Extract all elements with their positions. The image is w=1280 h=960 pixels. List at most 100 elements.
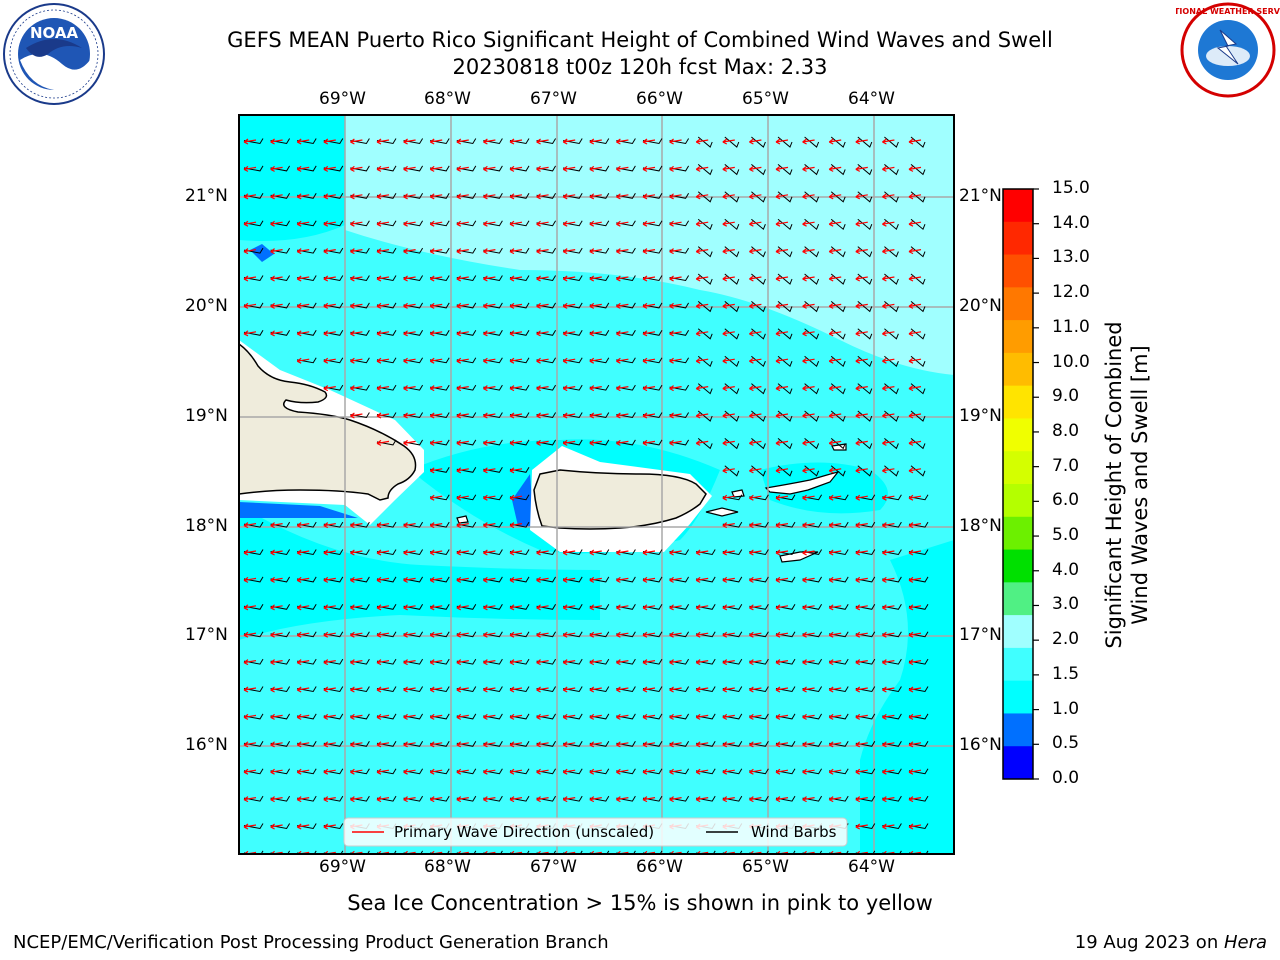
wave-direction-arrow [828,412,842,419]
wind-barb [910,465,926,477]
wave-direction-arrow [562,659,576,666]
wave-direction-arrow [669,275,682,282]
colorbar-tick-label: 1.5 [1052,663,1080,684]
wave-direction-arrow [323,385,336,392]
wave-direction-arrow [483,138,496,145]
wave-direction-arrow [429,686,443,693]
wind-barb [724,218,740,231]
wind-barb [697,164,713,176]
wave-direction-arrow [802,439,815,446]
wave-direction-arrow [882,549,895,556]
wave-direction-arrow [669,549,682,556]
wave-direction-arrow [882,439,895,446]
wave-direction-arrow [828,796,842,803]
wave-direction-arrow [749,193,762,200]
wave-direction-arrow [802,220,815,227]
wave-direction-arrow [828,385,842,392]
wave-direction-arrow [376,768,390,775]
lat-label-right: 20°N [959,296,1002,316]
lat-label-right: 17°N [959,625,1002,645]
wave-direction-arrow [296,248,310,255]
map-gridlines [239,115,954,854]
wave-direction-arrow [855,357,868,364]
wave-direction-arrow [509,796,523,803]
wave-direction-arrow [749,330,762,337]
nws-logo-text: NATIONAL WEATHER SERVICE [1176,7,1280,16]
wave-direction-arrow [616,385,629,392]
wave-direction-arrow [270,330,283,337]
wave-direction-arrow [749,220,762,227]
wave-direction-arrow [350,713,363,720]
wave-direction-arrow [802,193,815,200]
wave-direction-arrow [855,576,868,583]
wave-direction-arrow [616,549,629,556]
wind-barb [724,328,740,340]
wave-direction-arrow [722,220,735,227]
wave-direction-arrow [509,522,523,529]
wave-direction-arrow [855,713,868,720]
wave-direction-arrow [669,357,682,364]
wave-direction-arrow [536,659,549,666]
wind-barb [857,465,873,477]
wave-direction-arrow [855,549,868,556]
wave-direction-arrow [775,165,789,172]
wave-direction-arrow [882,330,895,337]
wave-direction-arrow [695,768,709,775]
wave-direction-arrow [669,138,682,145]
wave-direction-arrow [429,796,443,803]
wind-barb [777,301,793,313]
wave-direction-arrow [323,823,336,830]
wave-direction-arrow [243,768,257,775]
wind-barb [751,246,766,258]
wave-direction-arrow [908,165,922,172]
wave-direction-arrow [855,165,868,172]
wave-direction-arrow [589,439,602,446]
wave-direction-arrow [243,741,257,748]
wave-direction-arrow [243,659,257,666]
wave-direction-arrow [376,439,390,446]
wave-direction-arrow [908,248,922,255]
wave-direction-arrow [828,741,842,748]
colorbar-segment [1003,484,1033,518]
wind-barb [910,273,926,285]
wave-direction-arrow [403,659,416,666]
wave-direction-arrow [350,385,363,392]
wave-direction-arrow [483,741,496,748]
wave-direction-arrow [323,796,336,803]
wave-direction-arrow [802,248,815,255]
wave-direction-arrow [722,686,735,693]
wind-barb [804,383,820,395]
colorbar-tick-label: 13.0 [1052,247,1090,268]
wind-barb [751,301,766,313]
wave-direction-arrow [695,248,709,255]
wave-direction-arrow [429,357,443,364]
wave-direction-arrow [323,302,336,309]
wave-direction-arrow [376,631,390,638]
lon-label-bottom: 66°W [636,857,683,877]
wave-direction-arrow [243,522,257,529]
wind-barb [910,438,926,450]
wave-direction-arrow [908,275,922,282]
wave-direction-arrow [483,248,496,255]
wave-direction-arrow [828,686,842,693]
wave-direction-arrow [376,686,390,693]
colorbar-tick-label: 14.0 [1052,212,1090,233]
wave-direction-arrow [669,412,682,419]
wave-direction-arrow [828,604,842,611]
wave-direction-arrow [350,220,363,227]
wave-direction-arrow [270,165,283,172]
wave-direction-arrow [589,549,602,556]
wind-barb [724,465,740,477]
wave-direction-arrow [749,494,762,501]
wave-direction-arrow [775,796,789,803]
wave-direction-arrow [855,604,868,611]
wave-direction-arrow [589,741,602,748]
wave-direction-arrow [536,330,549,337]
wind-barb [751,218,766,231]
wave-direction-arrow [509,576,523,583]
wind-barb [910,383,926,395]
colorbar-segment [1003,615,1033,649]
wave-direction-arrow [536,741,549,748]
wave-direction-arrow [908,604,922,611]
wave-direction-arrow [403,220,416,227]
